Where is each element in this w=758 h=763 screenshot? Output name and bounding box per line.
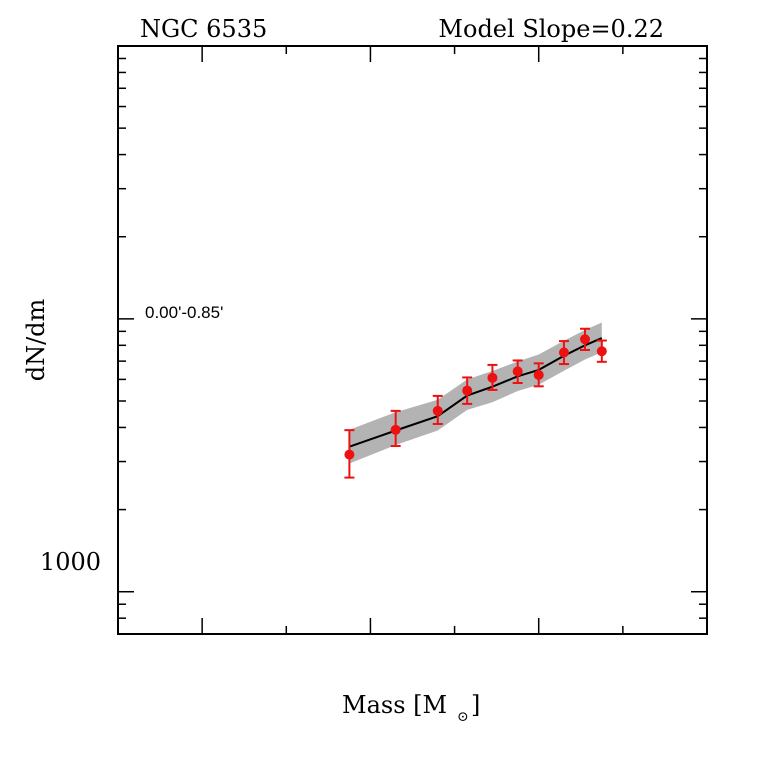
- axis-ticks-layer: [118, 46, 707, 634]
- y-tick-label-1000: 1000: [40, 548, 101, 576]
- radial-range-annotation: 0.00'-0.85': [145, 303, 223, 322]
- title-right: Model Slope=0.22: [438, 15, 664, 43]
- x-axis-label: Mass [M ⊙ ]: [342, 691, 480, 725]
- data-point-8: [558, 340, 569, 366]
- data-marker: [390, 424, 401, 435]
- data-marker: [462, 385, 473, 396]
- model-line: [349, 337, 603, 448]
- data-point-10: [596, 339, 607, 363]
- data-point-1: [344, 429, 355, 479]
- data-point-7: [533, 362, 544, 388]
- model-line-layer: [349, 337, 603, 448]
- x-axis-label-close: ]: [471, 691, 480, 719]
- data-marker: [344, 449, 355, 460]
- title-left: NGC 6535: [140, 15, 267, 43]
- data-marker: [579, 334, 590, 345]
- data-marker: [596, 346, 607, 357]
- data-point-9: [579, 327, 590, 351]
- plot-frame: [117, 45, 708, 635]
- data-point-3: [432, 394, 443, 425]
- data-marker: [558, 347, 569, 358]
- data-marker: [432, 405, 443, 416]
- data-point-5: [487, 363, 498, 391]
- x-axis-label-main: Mass [M: [342, 691, 447, 719]
- data-point-4: [462, 376, 473, 405]
- data-point-2: [390, 409, 401, 448]
- x-axis-label-sun-symbol: ⊙: [457, 709, 469, 725]
- data-point-6: [512, 359, 523, 385]
- data-points-layer: [344, 327, 607, 479]
- data-marker: [487, 372, 498, 383]
- data-marker: [512, 366, 523, 377]
- y-axis-label: dN/dm: [22, 298, 50, 381]
- data-marker: [533, 369, 544, 380]
